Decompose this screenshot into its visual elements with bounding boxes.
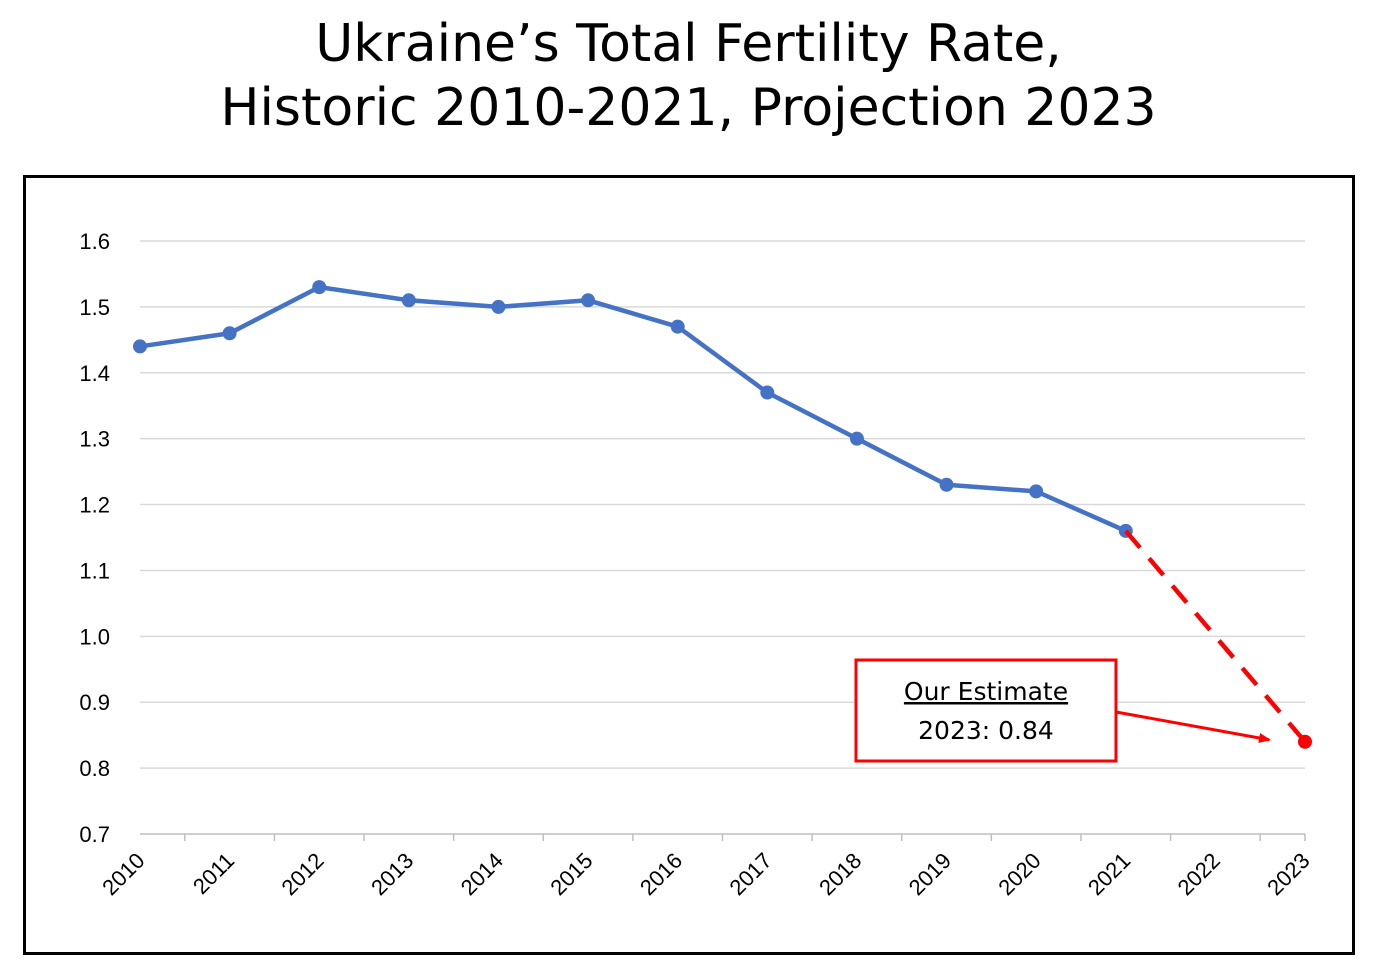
y-tick-label-1.0: 1.0: [79, 624, 110, 649]
x-tick-label-2016: 2016: [635, 848, 687, 900]
y-tick-label-0.9: 0.9: [79, 690, 110, 715]
projection-line: [1124, 529, 1307, 744]
projection-point-2023: [1298, 734, 1312, 749]
gridlines: [140, 240, 1305, 769]
data-point-2011: [222, 326, 237, 341]
annotation: Our Estimate 2023: 0.84: [854, 658, 1271, 763]
x-tick-label-2010: 2010: [97, 848, 149, 900]
series: [133, 280, 1312, 749]
data-point-2012: [312, 280, 327, 295]
y-tick-label-1.5: 1.5: [79, 295, 110, 320]
axes: 0.7 0.8 0.9 1.0 1.1 1.2 1.3 1.4 1.5 1.6 2010 2011 20…: [79, 229, 1314, 900]
y-tick-label-0.7: 0.7: [79, 822, 110, 847]
chart-title: Ukraine’s Total Fertility Rate, Historic…: [0, 12, 1377, 140]
x-tick-label-2012: 2012: [276, 848, 328, 900]
data-point-2017: [760, 385, 775, 400]
x-tick-label-2021: 2021: [1083, 848, 1135, 900]
data-point-2016: [670, 319, 685, 334]
annotation-value: 2023: 0.84: [918, 716, 1054, 745]
annotation-box: [854, 658, 1118, 763]
x-tick-label-2023: 2023: [1262, 848, 1314, 900]
data-point-2014: [491, 299, 506, 314]
y-tick-label-1.3: 1.3: [79, 427, 110, 452]
data-point-2010: [133, 339, 147, 354]
data-point-2019: [939, 477, 954, 492]
chart-frame: 0.7 0.8 0.9 1.0 1.1 1.2 1.3 1.4 1.5 1.6 2010 2011 20…: [23, 175, 1355, 955]
x-tick-label-2018: 2018: [814, 848, 866, 900]
line-chart: 0.7 0.8 0.9 1.0 1.1 1.2 1.3 1.4 1.5 1.6 2010 2011 20…: [79, 229, 1314, 900]
x-tick-label-2022: 2022: [1173, 848, 1225, 900]
chart-title-line-1: Ukraine’s Total Fertility Rate,: [315, 14, 1062, 74]
annotation-arrow: [1115, 710, 1271, 743]
y-tick-label-1.2: 1.2: [79, 493, 110, 518]
x-tick-label-2017: 2017: [725, 848, 777, 900]
annotation-heading: Our Estimate: [904, 677, 1068, 706]
data-point-2018: [849, 431, 864, 446]
data-point-2020: [1029, 484, 1044, 499]
x-tick-label-2015: 2015: [545, 848, 597, 900]
x-tick-label-2013: 2013: [366, 848, 418, 900]
data-point-2015: [581, 293, 596, 308]
x-tick-label-2020: 2020: [993, 848, 1045, 900]
historic-line: [139, 284, 1127, 533]
y-tick-label-1.4: 1.4: [79, 361, 110, 386]
x-tick-label-2019: 2019: [904, 848, 956, 900]
chart-title-line-2: Historic 2010-2021, Projection 2023: [220, 78, 1157, 138]
y-tick-label-1.6: 1.6: [79, 229, 110, 254]
x-tick-label-2014: 2014: [456, 848, 508, 900]
y-tick-label-1.1: 1.1: [79, 558, 110, 583]
y-tick-label-0.8: 0.8: [79, 756, 110, 781]
data-point-2013: [401, 293, 416, 308]
x-tick-label-2011: 2011: [188, 848, 239, 899]
